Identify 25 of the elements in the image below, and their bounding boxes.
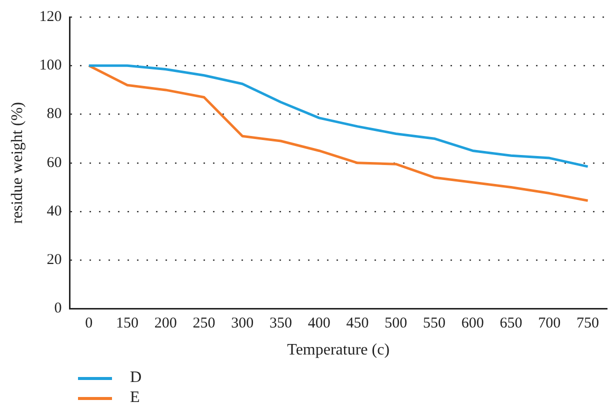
x-tick-label: 600 <box>461 316 484 332</box>
y-tick-label: 100 <box>39 58 62 74</box>
x-tick-label: 250 <box>192 316 216 332</box>
x-tick-label: 450 <box>346 316 369 332</box>
y-tick-label: 60 <box>46 154 62 171</box>
x-tick-label: 400 <box>308 316 330 332</box>
x-axis-title: Temperature (c) <box>287 342 390 359</box>
legend-label: D <box>130 368 142 388</box>
x-tick-label: 200 <box>154 316 177 332</box>
y-tick-label: 0 <box>54 300 62 317</box>
x-tick-label: 300 <box>231 316 254 332</box>
y-tick-label: 120 <box>39 8 62 25</box>
y-tick-label: 80 <box>46 106 62 122</box>
x-tick-label: 350 <box>270 316 292 332</box>
x-tick-label: 500 <box>384 316 408 332</box>
y-tick-label: 20 <box>46 252 62 268</box>
x-tick-label: 0 <box>85 316 93 332</box>
y-tick-label: 40 <box>46 203 62 220</box>
x-tick-label: 550 <box>423 316 446 332</box>
x-tick-label: 700 <box>538 316 561 332</box>
x-tick-label: 150 <box>116 316 139 332</box>
x-tick-label: 750 <box>576 316 600 332</box>
legend-label: E <box>130 388 140 408</box>
x-tick-label: 650 <box>500 316 522 332</box>
y-axis-title: residue weight (%) <box>8 102 26 224</box>
